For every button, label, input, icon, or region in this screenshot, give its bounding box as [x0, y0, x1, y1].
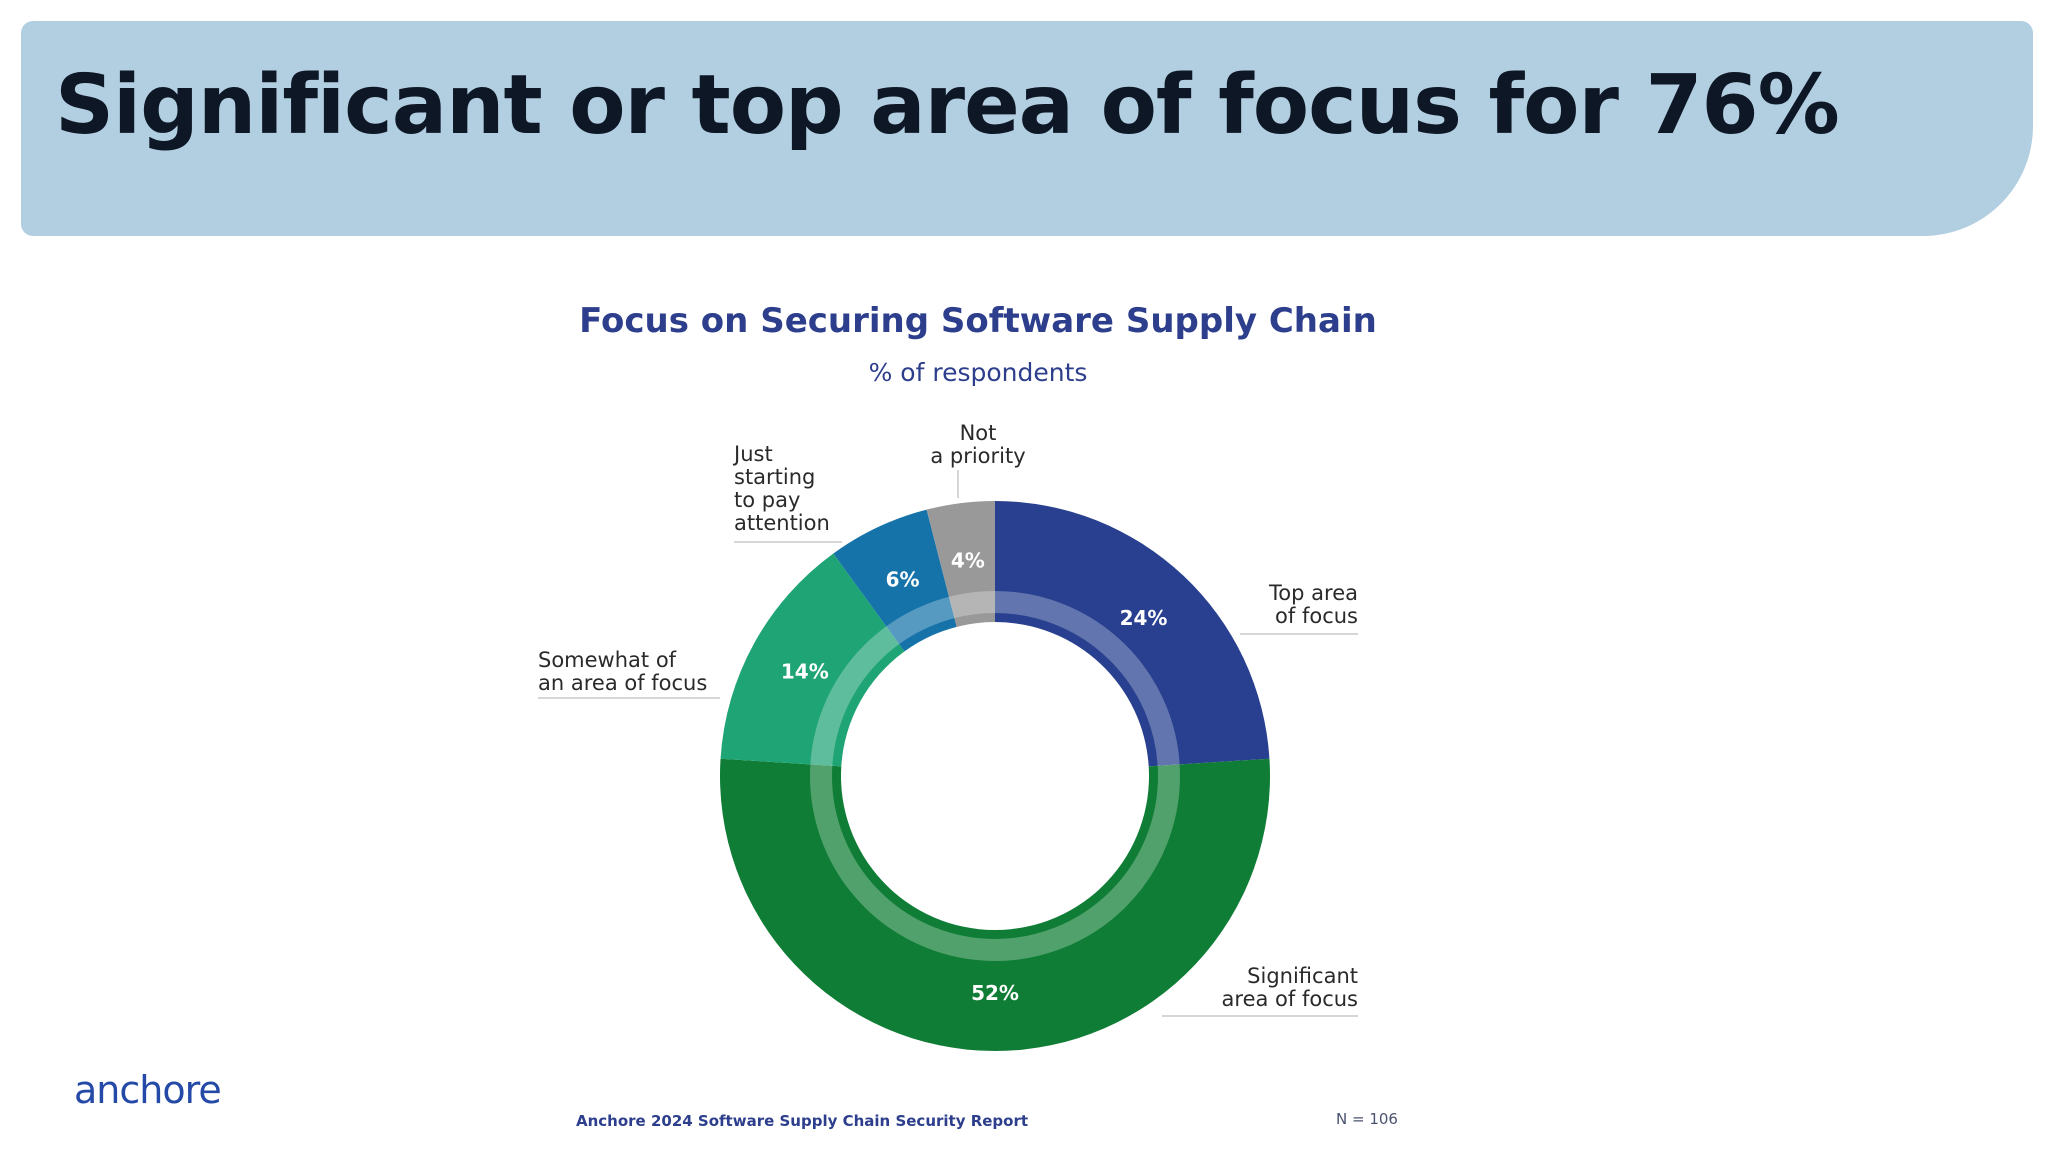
callout-not-a-priority: Not a priority — [930, 421, 1026, 498]
chart-title: Focus on Securing Software Supply Chain — [579, 301, 1377, 341]
title-banner — [21, 21, 2033, 236]
callout-label-not-a-priority: Not a priority — [930, 421, 1025, 468]
callout-label-somewhat-of-an-area-of-focus: Somewhat of an area of focus — [538, 648, 707, 695]
slice-value-not-a-priority: 4% — [951, 549, 985, 573]
callout-just-starting-to-pay-attention: Just starting to pay attention — [732, 442, 842, 543]
callout-label-top-area-of-focus: Top area of focus — [1268, 581, 1358, 628]
slice-value-significant-area-of-focus: 52% — [971, 981, 1019, 1005]
sample-size-note: N = 106 — [1336, 1110, 1398, 1128]
slice-just-starting-to-pay-attention — [833, 509, 957, 652]
anchore-logo: anchore — [74, 1068, 222, 1112]
slice-not-a-priority — [926, 501, 995, 627]
callout-significant-area-of-focus: Significant area of focus — [1162, 964, 1358, 1017]
slice-value-top-area-of-focus: 24% — [1120, 606, 1168, 630]
inner-ring-highlight — [810, 591, 1180, 961]
callout-label-significant-area-of-focus: Significant area of focus — [1222, 964, 1358, 1011]
source-note: Anchore 2024 Software Supply Chain Secur… — [576, 1112, 1029, 1130]
page-title: Significant or top area of focus for 76% — [55, 58, 1840, 153]
slice-top-area-of-focus — [995, 501, 1270, 767]
chart-subtitle: % of respondents — [869, 358, 1088, 387]
callout-label-just-starting-to-pay-attention: Just starting to pay attention — [732, 442, 830, 535]
slice-value-just-starting-to-pay-attention: 6% — [886, 568, 920, 592]
callout-somewhat-of-an-area-of-focus: Somewhat of an area of focus — [538, 648, 720, 699]
slice-value-somewhat-of-an-area-of-focus: 14% — [781, 659, 829, 683]
slice-significant-area-of-focus — [720, 758, 1271, 1051]
callout-top-area-of-focus: Top area of focus — [1240, 581, 1358, 635]
slice-somewhat-of-an-area-of-focus — [720, 553, 905, 767]
